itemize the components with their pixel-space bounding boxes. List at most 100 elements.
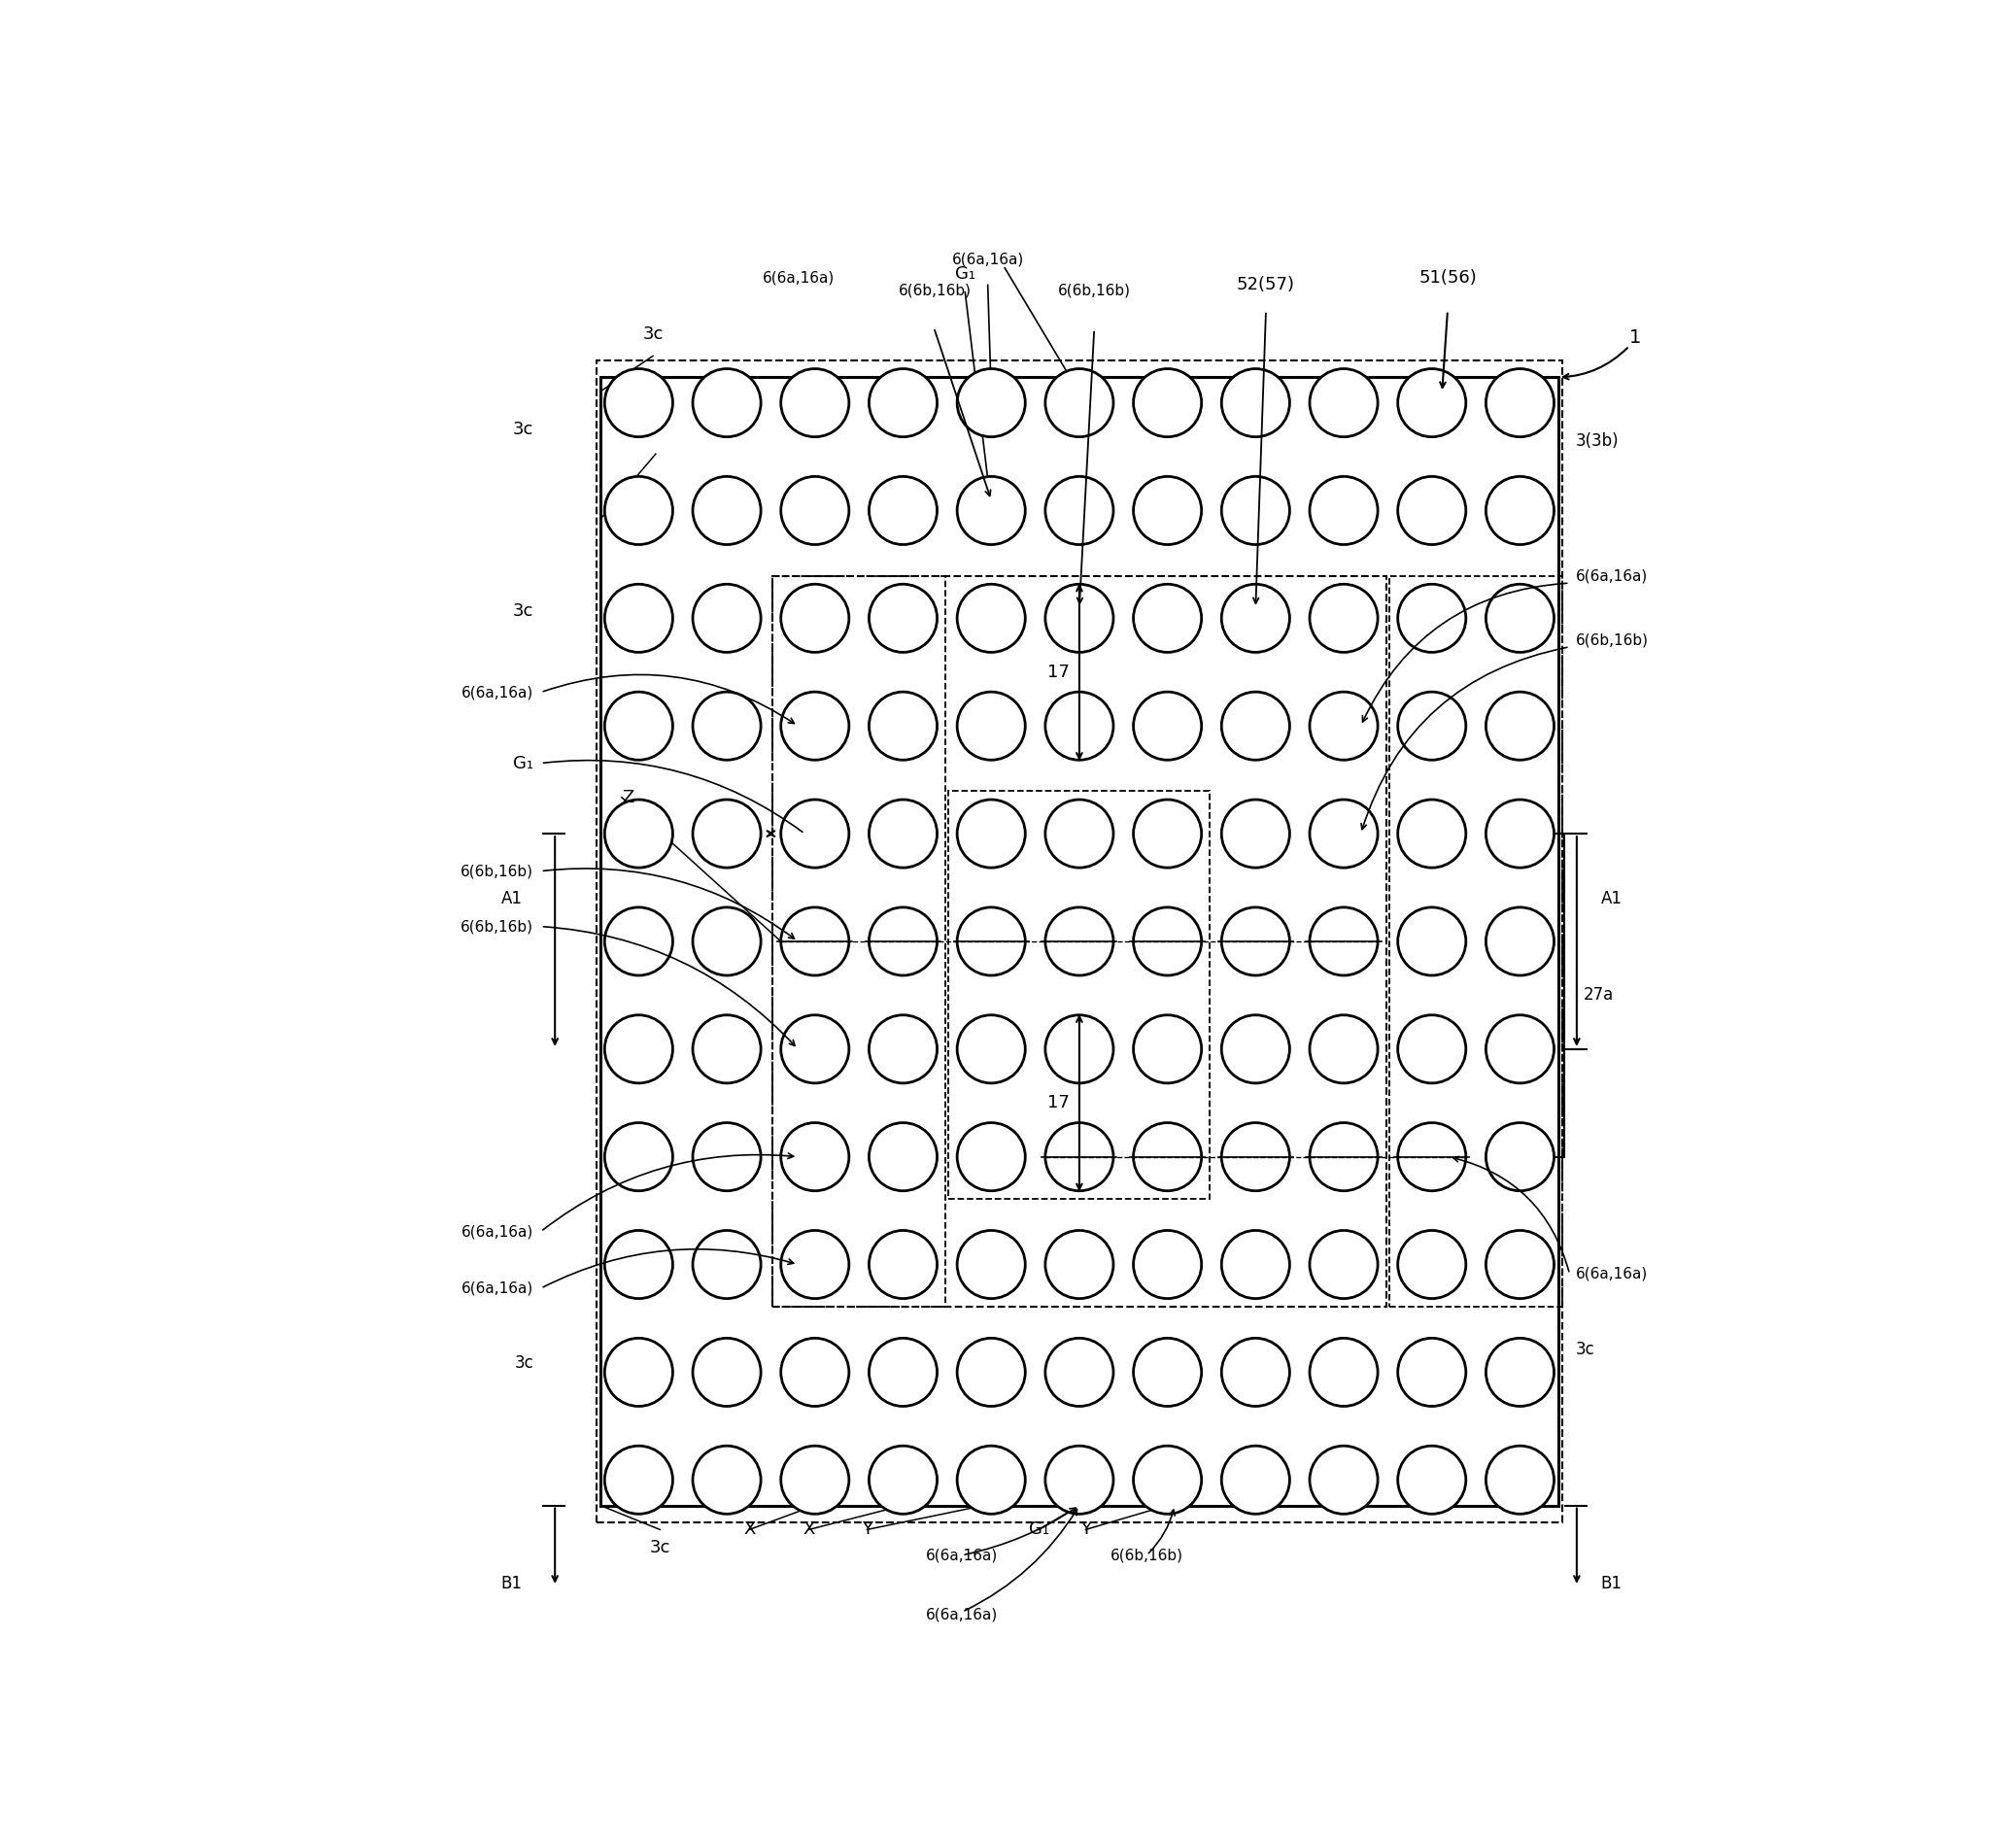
Circle shape [780, 477, 849, 544]
Text: 6(6b,16b): 6(6b,16b) [1111, 1548, 1183, 1563]
Circle shape [1044, 1015, 1113, 1084]
Circle shape [1044, 584, 1113, 652]
Circle shape [869, 1122, 937, 1191]
Circle shape [1044, 1122, 1113, 1191]
Circle shape [1397, 1447, 1466, 1513]
Text: 27a: 27a [1585, 986, 1615, 1004]
Circle shape [958, 1015, 1026, 1084]
Circle shape [1133, 477, 1202, 544]
Circle shape [694, 584, 760, 652]
Circle shape [694, 907, 760, 975]
Circle shape [780, 369, 849, 437]
Circle shape [1222, 907, 1290, 975]
Text: G₁: G₁ [956, 265, 976, 282]
Circle shape [958, 691, 1026, 759]
Circle shape [1397, 1231, 1466, 1299]
Circle shape [1486, 1338, 1554, 1406]
Circle shape [1044, 369, 1113, 437]
Circle shape [694, 1122, 760, 1191]
Text: Y: Y [1081, 1520, 1091, 1539]
Circle shape [958, 477, 1026, 544]
Circle shape [605, 800, 673, 868]
Circle shape [1397, 907, 1466, 975]
Circle shape [780, 1231, 849, 1299]
Circle shape [869, 691, 937, 759]
Circle shape [1486, 800, 1554, 868]
Text: B1: B1 [500, 1574, 522, 1592]
Bar [597, 359, 1562, 1522]
Circle shape [1133, 1231, 1202, 1299]
Circle shape [605, 1338, 673, 1406]
Text: 1: 1 [1629, 328, 1641, 346]
Circle shape [605, 1015, 673, 1084]
Bar [1389, 575, 1562, 1307]
Text: A1: A1 [1601, 890, 1623, 907]
Circle shape [1222, 800, 1290, 868]
Text: 3c: 3c [514, 1355, 534, 1373]
Text: 52(57): 52(57) [1236, 276, 1294, 293]
Circle shape [958, 907, 1026, 975]
Circle shape [1397, 477, 1466, 544]
Bar [601, 378, 1558, 1506]
Circle shape [1222, 477, 1290, 544]
Circle shape [869, 1338, 937, 1406]
Circle shape [1222, 691, 1290, 759]
Circle shape [694, 800, 760, 868]
Circle shape [1044, 691, 1113, 759]
Text: 6(6b,16b): 6(6b,16b) [1058, 284, 1131, 299]
Circle shape [958, 369, 1026, 437]
Text: 6(6a,16a): 6(6a,16a) [462, 1281, 534, 1296]
Text: 3c: 3c [1574, 1340, 1595, 1358]
Text: 3c: 3c [512, 420, 534, 439]
Circle shape [1133, 1015, 1202, 1084]
Circle shape [694, 1447, 760, 1513]
Text: 17: 17 [1046, 663, 1068, 680]
Circle shape [605, 907, 673, 975]
Circle shape [1397, 584, 1466, 652]
Bar [772, 575, 946, 1307]
Circle shape [1222, 1122, 1290, 1191]
Circle shape [869, 1447, 937, 1513]
Circle shape [605, 584, 673, 652]
Text: Z: Z [621, 789, 633, 805]
Circle shape [1486, 1015, 1554, 1084]
Circle shape [1397, 800, 1466, 868]
Text: 51(56): 51(56) [1419, 269, 1476, 288]
Circle shape [1397, 691, 1466, 759]
Circle shape [1222, 1338, 1290, 1406]
Text: 6(6b,16b): 6(6b,16b) [462, 920, 534, 934]
Circle shape [1222, 584, 1290, 652]
Text: 3c: 3c [512, 603, 534, 619]
Circle shape [780, 1015, 849, 1084]
Circle shape [694, 1015, 760, 1084]
Circle shape [1310, 369, 1377, 437]
Text: 6(6a,16a): 6(6a,16a) [952, 252, 1024, 267]
Text: 6(6b,16b): 6(6b,16b) [462, 864, 534, 879]
Circle shape [869, 907, 937, 975]
Text: 6(6a,16a): 6(6a,16a) [925, 1548, 998, 1563]
Circle shape [1486, 1231, 1554, 1299]
Circle shape [1310, 1338, 1377, 1406]
Circle shape [1486, 907, 1554, 975]
Text: B1: B1 [1601, 1574, 1623, 1592]
Text: 6(6a,16a): 6(6a,16a) [925, 1607, 998, 1622]
Circle shape [1044, 1338, 1113, 1406]
Circle shape [1044, 1231, 1113, 1299]
Circle shape [1486, 369, 1554, 437]
Text: 6(6b,16b): 6(6b,16b) [1574, 632, 1649, 647]
Circle shape [694, 477, 760, 544]
Circle shape [1133, 691, 1202, 759]
Text: 6(6a,16a): 6(6a,16a) [462, 1224, 534, 1238]
Circle shape [869, 369, 937, 437]
Circle shape [605, 1447, 673, 1513]
Circle shape [694, 369, 760, 437]
Circle shape [1310, 584, 1377, 652]
Circle shape [780, 800, 849, 868]
Circle shape [780, 907, 849, 975]
Circle shape [1133, 369, 1202, 437]
Circle shape [1133, 584, 1202, 652]
Circle shape [958, 1447, 1026, 1513]
Circle shape [1133, 1447, 1202, 1513]
Circle shape [1486, 1447, 1554, 1513]
Circle shape [605, 1122, 673, 1191]
